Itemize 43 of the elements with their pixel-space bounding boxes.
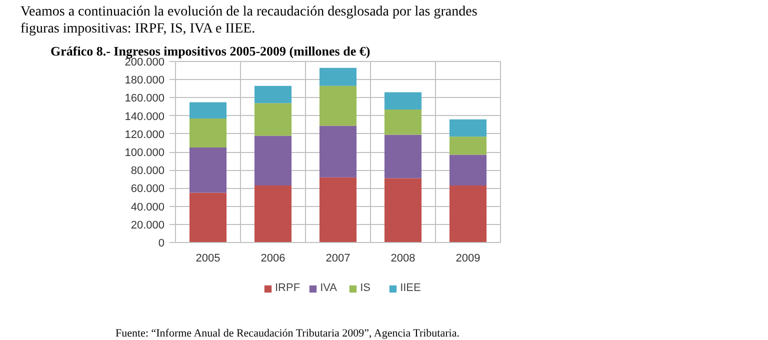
y-tick-label: 80.000: [130, 165, 165, 178]
bar: [319, 126, 357, 178]
bar: [319, 177, 357, 242]
legend-label: IS: [360, 282, 372, 294]
bar: [449, 136, 487, 155]
legend-label: IIEE: [400, 282, 421, 294]
bar: [384, 134, 422, 178]
bar: [319, 86, 357, 126]
y-tick-label: 20.000: [130, 219, 165, 232]
bar: [189, 102, 227, 119]
bar: [384, 178, 422, 242]
bar: [449, 185, 487, 242]
bar: [384, 109, 422, 135]
bar: [449, 154, 487, 186]
y-tick-label: 180.000: [124, 74, 165, 87]
legend-label: IVA: [320, 282, 338, 294]
bar: [189, 118, 227, 148]
y-tick-label: 40.000: [130, 201, 165, 214]
bar: [449, 119, 487, 137]
bar: [254, 185, 292, 242]
y-tick-label: 160.000: [124, 92, 165, 105]
chart-title: Gráfico 8.- Ingresos impositivos 2005-2009 (millones de €): [50, 44, 370, 58]
y-tick-label: 140.000: [124, 110, 165, 123]
bar: [254, 136, 292, 186]
bar: [254, 103, 292, 136]
legend-label: IRPF: [275, 282, 300, 294]
source-note: Fuente: “Informe Anual de Recaudación Tributaria 2009”, Agencia Tributaria.: [116, 328, 460, 340]
y-tick-label: 0: [158, 238, 165, 250]
y-tick-label: 100.000: [124, 147, 165, 159]
y-tick-label: 60.000: [130, 183, 165, 196]
bar: [189, 147, 227, 193]
x-tick-label: 2005: [196, 252, 220, 264]
y-tick-label: 200.000: [124, 56, 165, 68]
x-tick-label: 2006: [260, 252, 286, 264]
x-tick-label: 2009: [456, 252, 480, 264]
bar: [384, 92, 422, 110]
y-tick-label: 120.000: [124, 128, 165, 141]
text: Veamos a continuación la evolución de la recaudación desglosada por las grandes figuras impositivas: IRPF, IS, IVA e IIEE.: [20, 4, 478, 36]
bar: [319, 68, 357, 86]
bar: [189, 192, 227, 242]
x-tick-label: 2007: [326, 252, 350, 264]
x-tick-label: 2008: [390, 252, 416, 264]
bar: [254, 86, 292, 104]
